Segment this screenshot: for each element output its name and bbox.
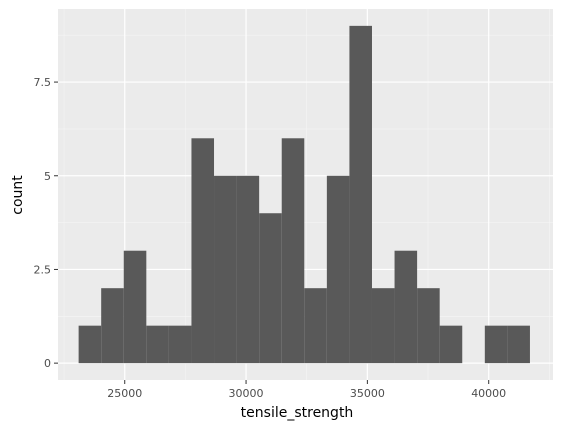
histogram-bar: [236, 175, 260, 364]
y-tick-label: 0: [44, 357, 51, 370]
y-tick-label: 7.5: [34, 76, 52, 89]
y-axis-ticks: 0 2.5 5 7.5: [34, 76, 58, 370]
histogram-bar: [101, 288, 124, 364]
histogram-bar: [191, 138, 215, 364]
x-tick-label: 40000: [471, 387, 506, 400]
y-axis-title: count: [10, 175, 26, 215]
histogram-bar: [484, 325, 508, 364]
histogram-bar: [349, 25, 372, 364]
histogram-bar: [417, 288, 440, 364]
histogram-bar: [168, 325, 192, 364]
histogram-bar: [507, 325, 530, 364]
x-axis-ticks: 25000 30000 35000 40000: [107, 380, 506, 400]
x-tick-label: 35000: [350, 387, 385, 400]
histogram-bar: [304, 288, 327, 364]
histogram-bar: [123, 250, 147, 364]
histogram-bar: [326, 175, 350, 364]
histogram-bar: [394, 250, 418, 364]
histogram-bar: [146, 325, 169, 364]
y-tick-label: 2.5: [34, 263, 52, 276]
histogram-bar: [439, 325, 463, 364]
x-tick-label: 25000: [107, 387, 142, 400]
histogram-bars: [78, 25, 530, 364]
y-tick-label: 5: [44, 170, 51, 183]
histogram-bar: [259, 213, 282, 364]
x-tick-label: 30000: [229, 387, 264, 400]
histogram-bar: [214, 175, 237, 364]
histogram-bar: [281, 138, 305, 364]
histogram-bar: [78, 325, 102, 364]
x-axis-title: tensile_strength: [241, 405, 354, 421]
histogram-bar: [371, 288, 395, 364]
